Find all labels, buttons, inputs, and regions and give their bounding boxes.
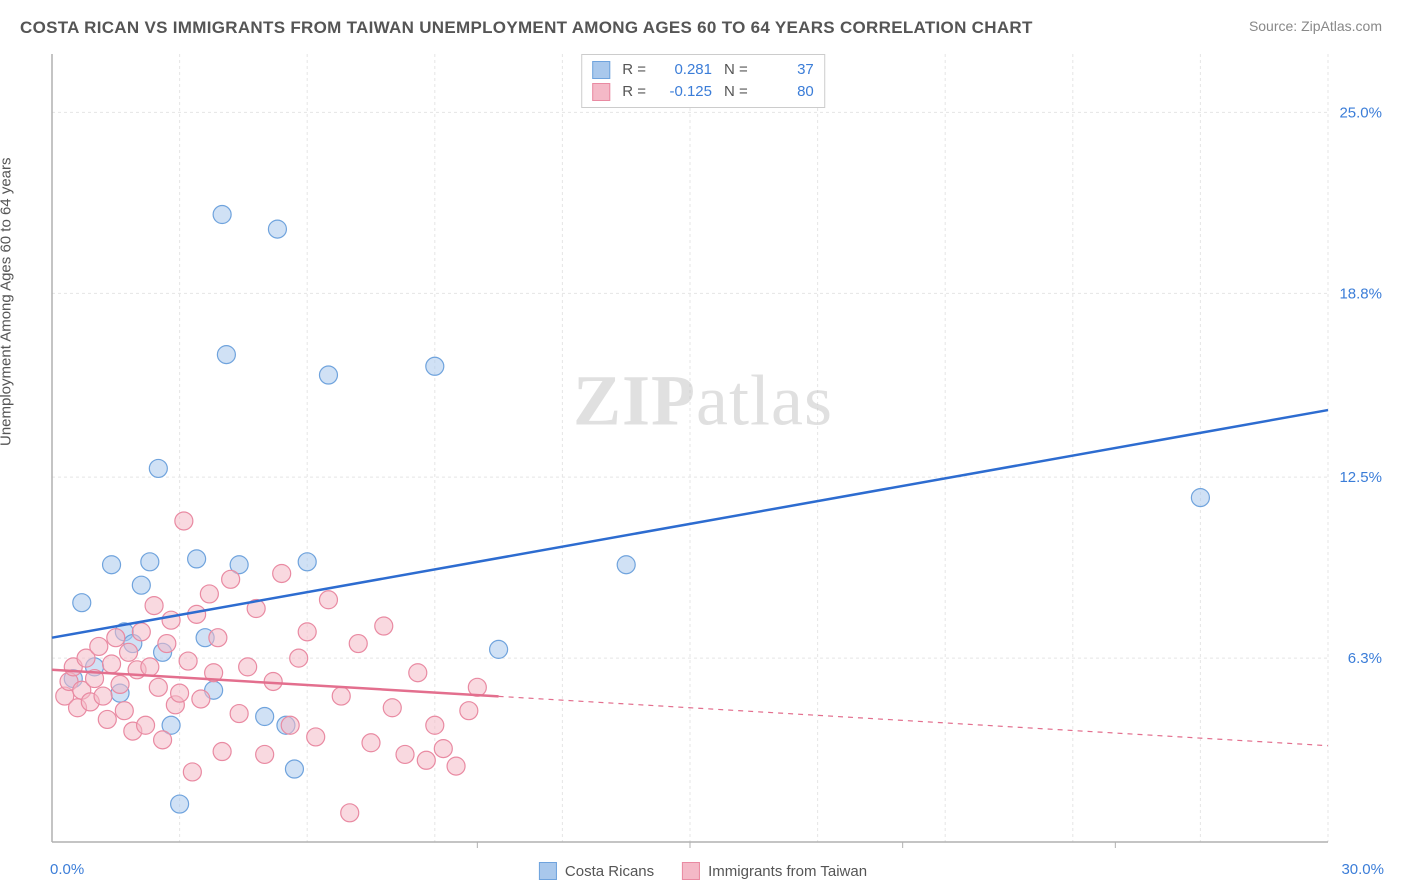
source-prefix: Source: [1249,18,1301,34]
svg-text:6.3%: 6.3% [1348,650,1382,667]
legend-row: R = -0.125 N = 80 [592,81,814,103]
swatch-series-0 [592,61,610,79]
n-value-1: 80 [760,81,814,103]
series-name-0: Costa Ricans [565,863,654,880]
chart-area: 6.3% 12.5% 18.8% 25.0% [46,48,1388,848]
r-value-0: 0.281 [658,59,712,81]
swatch-series-1 [682,862,700,880]
n-label: N = [724,81,748,103]
r-value-1: -0.125 [658,81,712,103]
source-attribution: Source: ZipAtlas.com [1249,18,1382,34]
swatch-series-0 [539,862,557,880]
x-axis-min-label: 0.0% [50,861,84,878]
r-label: R = [622,59,646,81]
legend-item: Costa Ricans [539,862,654,880]
svg-text:18.8%: 18.8% [1339,285,1382,302]
series-name-1: Immigrants from Taiwan [708,863,867,880]
r-label: R = [622,81,646,103]
svg-text:12.5%: 12.5% [1339,469,1382,486]
x-axis-max-label: 30.0% [1341,861,1384,878]
swatch-series-1 [592,83,610,101]
legend-row: R = 0.281 N = 37 [592,59,814,81]
y-axis-label: Unemployment Among Ages 60 to 64 years [0,157,15,446]
series-legend: Costa Ricans Immigrants from Taiwan [539,862,867,880]
n-label: N = [724,59,748,81]
svg-text:25.0%: 25.0% [1339,104,1382,121]
n-value-0: 37 [760,59,814,81]
legend-item: Immigrants from Taiwan [682,862,867,880]
correlation-legend: R = 0.281 N = 37 R = -0.125 N = 80 [581,54,825,108]
scatter-chart: 6.3% 12.5% 18.8% 25.0% [46,48,1388,848]
chart-title: COSTA RICAN VS IMMIGRANTS FROM TAIWAN UN… [20,18,1033,38]
source-link[interactable]: ZipAtlas.com [1301,18,1382,34]
